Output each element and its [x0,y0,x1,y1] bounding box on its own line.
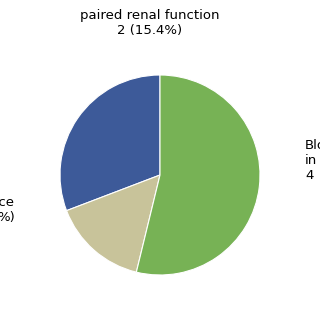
Wedge shape [136,75,260,275]
Text: Blo
in
4: Blo in 4 [305,139,320,181]
Wedge shape [67,175,160,272]
Text: paired renal function
2 (15.4%): paired renal function 2 (15.4%) [80,9,220,37]
Text: iance
%): iance %) [0,196,15,224]
Wedge shape [60,75,160,211]
